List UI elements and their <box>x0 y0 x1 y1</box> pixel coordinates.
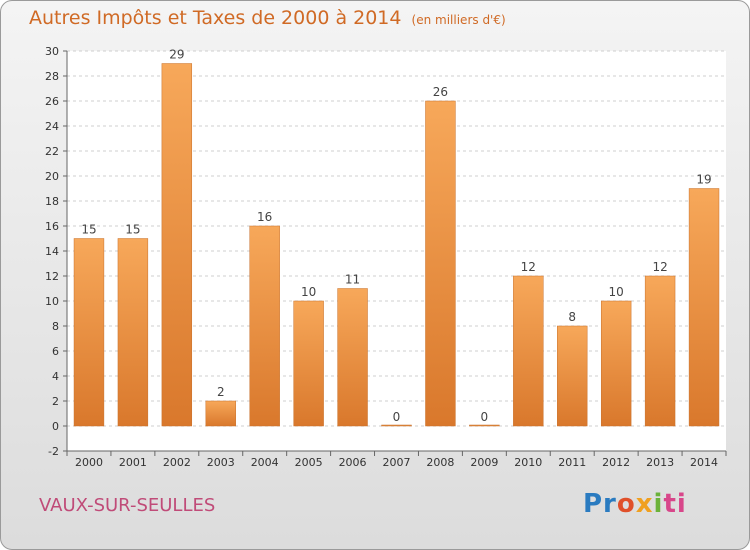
data-label: 19 <box>696 173 711 187</box>
y-tick-label: 8 <box>52 320 59 333</box>
y-tick-label: -2 <box>48 445 59 458</box>
data-label: 10 <box>301 285 316 299</box>
y-tick-label: 2 <box>52 395 59 408</box>
logo-part: i <box>653 489 664 519</box>
data-label: 0 <box>481 410 489 424</box>
bar <box>249 225 280 427</box>
x-tick-label: 2000 <box>75 456 103 469</box>
bar <box>161 63 193 427</box>
x-tick-labels: 2000 2001 2002 2003 2004 2005 2006 2007 2008 2009… <box>66 451 727 469</box>
data-label: 11 <box>345 273 360 287</box>
y-tick-label: 30 <box>45 45 59 58</box>
bar <box>688 188 720 427</box>
data-label: 15 <box>125 223 140 237</box>
y-tick-label: 12 <box>45 270 59 283</box>
y-tick-label: 26 <box>45 95 59 108</box>
bar <box>381 424 412 427</box>
y-tick-label: 10 <box>45 295 59 308</box>
bar <box>73 238 105 427</box>
logo-part: o <box>616 489 636 519</box>
x-tick-label: 2006 <box>339 456 367 469</box>
bar <box>205 400 236 427</box>
data-label: 10 <box>609 285 624 299</box>
data-labels: 15 15 29 2 16 10 11 0 26 0 12 8 10 12 19 <box>81 48 711 425</box>
bars <box>73 63 720 427</box>
bar <box>469 424 500 427</box>
bar <box>337 288 368 427</box>
bar <box>293 300 324 427</box>
x-tick-label: 2008 <box>426 456 454 469</box>
y-tick-label: 4 <box>52 370 59 383</box>
data-label: 12 <box>652 260 667 274</box>
bar <box>117 238 149 427</box>
x-tick-label: 2004 <box>251 456 279 469</box>
logo-part: ti <box>663 489 687 519</box>
x-tick-label: 2012 <box>602 456 630 469</box>
data-label: 2 <box>217 385 225 399</box>
y-tick-label: 24 <box>45 120 59 133</box>
bar <box>513 275 544 427</box>
data-label: 15 <box>81 223 96 237</box>
y-tick-label: 20 <box>45 170 59 183</box>
y-tick-label: 14 <box>45 245 59 258</box>
x-tick-label: 2011 <box>558 456 586 469</box>
y-tick-label: 6 <box>52 345 59 358</box>
data-label: 26 <box>433 85 448 99</box>
proxiti-logo: Proxiti <box>583 489 687 519</box>
data-label: 29 <box>169 48 184 62</box>
x-tick-label: 2014 <box>690 456 718 469</box>
x-tick-label: 2010 <box>514 456 542 469</box>
x-tick-label: 2003 <box>207 456 235 469</box>
axes <box>66 51 726 452</box>
y-tick-label: 28 <box>45 70 59 83</box>
commune-name: VAUX-SUR-SEULLES <box>39 495 216 516</box>
data-label: 0 <box>393 410 401 424</box>
bar <box>425 100 456 427</box>
y-tick-label: 16 <box>45 220 59 233</box>
data-label: 12 <box>521 260 536 274</box>
x-tick-label: 2001 <box>119 456 147 469</box>
bar <box>644 275 676 427</box>
chart-unit: (en milliers d'€) <box>411 13 506 27</box>
data-label: 8 <box>568 310 576 324</box>
x-tick-label: 2002 <box>163 456 191 469</box>
bar <box>600 300 632 427</box>
logo-part: x <box>635 489 654 519</box>
x-tick-label: 2009 <box>470 456 498 469</box>
y-tick-label: 22 <box>45 145 59 158</box>
x-tick-label: 2013 <box>646 456 674 469</box>
chart-title-text: Autres Impôts et Taxes de 2000 à 2014 <box>29 7 402 29</box>
data-label: 16 <box>257 210 272 224</box>
x-tick-label: 2007 <box>383 456 411 469</box>
y-tick-label: 18 <box>45 195 59 208</box>
bar <box>557 325 588 427</box>
y-tick-label: 0 <box>52 420 59 433</box>
logo-part: Pr <box>583 489 617 519</box>
chart-title: Autres Impôts et Taxes de 2000 à 2014 (e… <box>29 7 506 29</box>
x-tick-label: 2005 <box>295 456 323 469</box>
